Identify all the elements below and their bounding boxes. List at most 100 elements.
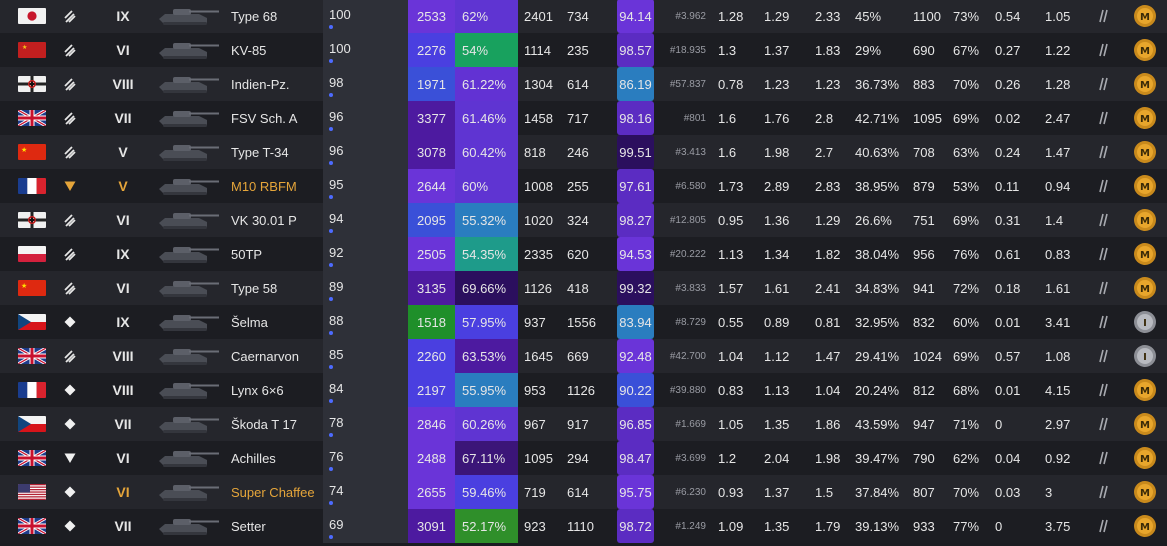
moe-rank-text: #57.837	[669, 78, 706, 90]
winrate-value: 52.17%	[455, 509, 518, 543]
battles-indicator-dot	[329, 93, 333, 97]
frags-value: 917	[567, 407, 607, 441]
table-row[interactable]: VII Škoda T 17 78 2846 60.26% 967 917 96.85 #1.6…	[0, 407, 1167, 441]
battles-indicator-dot	[329, 433, 333, 437]
wn8-value: 2095	[408, 203, 455, 237]
avg-damage-text: 2335	[524, 246, 553, 262]
table-row[interactable]: ★ V Type T-34 96 3078 60.42% 818 246 99.51 #3.413…	[0, 135, 1167, 169]
tier-label-text: V	[118, 178, 128, 194]
moe-percent: 98.47	[617, 441, 654, 475]
stat-col-4-text: 39.47%	[855, 450, 900, 466]
tank-name-text: Caernarvon	[231, 348, 299, 364]
stat-col-7: 0.24	[995, 135, 1035, 169]
tank-name-text: Indien-Pz.	[231, 76, 290, 92]
frags-value: 620	[567, 237, 607, 271]
tier-label-text: IX	[116, 8, 130, 24]
moe-percent-text: 94.14	[619, 8, 652, 24]
stat-col-3-text: 1.23	[815, 76, 841, 92]
tank-name-text: FSV Sch. A	[231, 110, 298, 126]
stat-col-3: 1.79	[815, 509, 855, 543]
svg-text:M: M	[1140, 114, 1150, 125]
moe-rank-text: #18.935	[669, 44, 706, 56]
stat-col-5: 790	[913, 441, 953, 475]
mastery-badge-icon: M	[1132, 441, 1158, 475]
stat-col-3: 0.81	[815, 305, 855, 339]
stat-col-6: 76%	[953, 237, 993, 271]
stat-col-6-text: 70%	[953, 76, 980, 92]
frags-value: 717	[567, 101, 607, 135]
winrate-value-text: 63.53%	[462, 348, 507, 364]
stat-col-3: 1.82	[815, 237, 855, 271]
frags-value: 1126	[567, 373, 607, 407]
table-row[interactable]: V M10 RBFM 95 2644 60% 1008 255 97.61 #6.580 1.73…	[0, 169, 1167, 203]
stat-col-2: 0.89	[764, 305, 804, 339]
stat-col-1: 1.28	[718, 0, 758, 33]
table-row[interactable]: VI Achilles 76 2488 67.11% 1095 294 98.47 #3.699…	[0, 441, 1167, 475]
stat-col-8: 1.4	[1045, 203, 1085, 237]
moe-percent-text: 83.94	[619, 314, 652, 330]
stat-col-2: 1.61	[764, 271, 804, 305]
frags-value-text: 1110	[567, 518, 594, 534]
nation-flag-ussr: ★	[18, 33, 46, 67]
table-row[interactable]: ★ VI Type 58 89 3135 69.66% 1126 418 99.32 #3.833…	[0, 271, 1167, 305]
tank-image-icon	[152, 203, 224, 237]
table-row[interactable]: IX Šelma 88 1518 57.95% 937 1556 83.94 #8.729 0.5…	[0, 305, 1167, 339]
tank-name: Achilles	[231, 441, 323, 475]
table-row[interactable]: VIII Indien-Pz. 98 1971 61.22% 1304 614 86.19 #5…	[0, 67, 1167, 101]
wn8-value: 3091	[408, 509, 455, 543]
moe-rank: #3.413	[654, 135, 708, 169]
wn8-value: 2846	[408, 407, 455, 441]
tank-image-icon	[152, 0, 224, 33]
wn8-value: 2276	[408, 33, 455, 67]
avg-damage: 1126	[524, 271, 564, 305]
stat-col-8-text: 1.22	[1045, 42, 1071, 58]
stat-col-2-text: 1.98	[764, 144, 790, 160]
tier-label: IX	[104, 237, 142, 271]
table-row[interactable]: VIII Caernarvon 85 2260 63.53% 1645 669 92.48 #4…	[0, 339, 1167, 373]
moe-rank-text: #8.729	[675, 316, 706, 328]
stat-col-1-text: 0.78	[718, 76, 744, 92]
nation-flag-china: ★	[18, 271, 46, 305]
stat-col-5: 1100	[913, 0, 953, 33]
nation-flag-poland	[18, 237, 46, 271]
stat-col-3: 2.41	[815, 271, 855, 305]
stat-col-6: 69%	[953, 339, 993, 373]
stat-col-7: 0.61	[995, 237, 1035, 271]
stat-col-5-text: 807	[913, 484, 935, 500]
avg-damage: 1020	[524, 203, 564, 237]
wn8-value-text: 2846	[417, 416, 446, 432]
frags-value: 418	[567, 271, 607, 305]
table-row[interactable]: IX 50TP 92 2505 54.35% 2335 620 94.53 #20.222 1.1…	[0, 237, 1167, 271]
battles-count-text: 85	[329, 347, 344, 362]
moe-rank: #18.935	[654, 33, 708, 67]
stat-col-5: 883	[913, 67, 953, 101]
frags-value-text: 324	[567, 212, 589, 228]
table-row[interactable]: VII FSV Sch. A 96 3377 61.46% 1458 717 98.16 #80…	[0, 101, 1167, 135]
stat-col-8: 0.92	[1045, 441, 1085, 475]
moe-rank: #57.837	[654, 67, 708, 101]
table-row[interactable]: IX Type 68 100 2533 62% 2401 734 94.14 #3.962 1.2…	[0, 0, 1167, 33]
avg-damage-text: 1126	[524, 280, 552, 296]
tank-name-text: Type 58	[231, 280, 278, 296]
moe-percent: 97.61	[617, 169, 654, 203]
table-row[interactable]: VIII Lynx 6×6 84 2197 55.95% 953 1126 90.22 #39.…	[0, 373, 1167, 407]
moe-percent-text: 98.57	[619, 42, 652, 58]
stat-col-1: 1.04	[718, 339, 758, 373]
tier-label: IX	[104, 0, 142, 33]
nation-flag-france	[18, 169, 46, 203]
mastery-badge-icon: M	[1132, 237, 1158, 271]
stat-col-4-text: 38.95%	[855, 178, 900, 194]
table-row[interactable]: VI Super Chaffee 74 2655 59.46% 719 614 95.75 #6…	[0, 475, 1167, 509]
avg-damage-text: 967	[524, 416, 546, 432]
avg-damage-text: 1095	[524, 450, 553, 466]
table-row[interactable]: ★ VI KV-85 100 2276 54% 1114 235 98.57 #18.935 1.3…	[0, 33, 1167, 67]
tank-image-icon	[152, 339, 224, 373]
medium-tank-icon	[59, 67, 81, 101]
battles-count-text: 100	[329, 41, 351, 56]
stat-col-4: 34.83%	[855, 271, 910, 305]
table-row[interactable]: VI VK 30.01 P 94 2095 55.32% 1020 324 98.27 #12.…	[0, 203, 1167, 237]
stat-col-4-text: 29%	[855, 42, 882, 58]
frags-value-text: 917	[567, 416, 589, 432]
table-row[interactable]: VII Setter 69 3091 52.17% 923 1110 98.72 #1.249 1…	[0, 509, 1167, 543]
stat-col-1-text: 0.55	[718, 314, 744, 330]
